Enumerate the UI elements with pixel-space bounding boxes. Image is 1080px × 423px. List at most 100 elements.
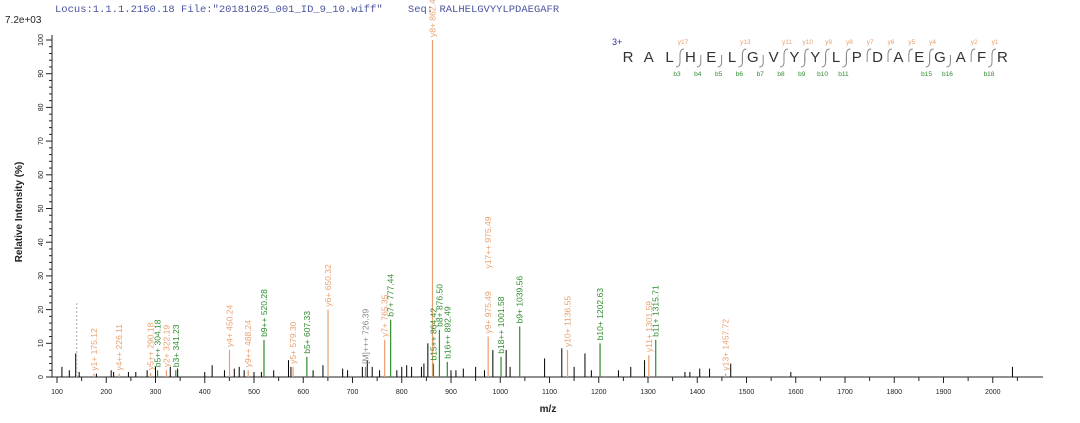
x-tick-label: 1300 xyxy=(640,389,656,396)
peak-label: y17++ 975.49 xyxy=(483,216,493,268)
x-tick-label: 1600 xyxy=(788,389,804,396)
peak-label: b5++ 304.18 xyxy=(153,319,163,367)
y-break-mark xyxy=(741,48,747,62)
peak-label: y9+ 975.49 xyxy=(483,291,493,334)
peak-label: b10+ 1202.63 xyxy=(595,288,605,341)
peak-label: b9+ 1039.56 xyxy=(515,276,525,324)
y-break-mark xyxy=(887,48,893,62)
b-ion-break-label: b4 xyxy=(694,71,702,78)
peak-label: b11+ 1315.71 xyxy=(651,285,661,337)
seq-text: RALHELGVYYLPDAEGAFR xyxy=(439,4,560,16)
x-tick-label: 800 xyxy=(396,389,408,396)
y-break-mark xyxy=(845,48,851,62)
peak-label: y5+ 579.30 xyxy=(288,321,298,364)
locus-text: Locus:1.1.1.2150.18 xyxy=(55,4,175,16)
y-ion-break-label: y6 xyxy=(888,39,895,46)
b-ion-break-label: b15 xyxy=(921,71,932,78)
b-break-mark xyxy=(717,55,723,68)
peak-label: y1+ 175.12 xyxy=(89,328,99,371)
y-tick-label: 50 xyxy=(38,205,45,213)
peak-label: b5+ 607.33 xyxy=(302,311,312,354)
x-tick-label: 1700 xyxy=(837,389,853,396)
residue: H xyxy=(685,49,696,66)
x-tick-label: 1900 xyxy=(936,389,952,396)
peak-label: y5++ 290.18 xyxy=(146,322,156,370)
y-ion-break-label: y5 xyxy=(908,39,915,46)
y-tick-label: 80 xyxy=(38,103,45,111)
residue: R xyxy=(623,49,634,66)
charge-state: 3+ xyxy=(612,37,622,47)
x-axis-label: m/z xyxy=(540,404,557,415)
peak-label: y4++ 226.11 xyxy=(114,324,124,371)
b-break-mark xyxy=(696,55,702,68)
b-break-mark xyxy=(779,55,785,68)
b-break-mark xyxy=(842,55,847,68)
y-break-mark xyxy=(908,48,913,62)
b-ion-break-label: b11 xyxy=(838,71,849,78)
y-ion-break-label: y4 xyxy=(929,39,936,46)
y-tick-label: 100 xyxy=(38,34,45,46)
b-ion-break-label: b3 xyxy=(673,71,681,78)
y-tick-label: 30 xyxy=(38,272,45,280)
y-break-mark xyxy=(970,48,976,62)
x-tick-label: 1800 xyxy=(886,389,902,396)
y-break-mark xyxy=(866,48,872,62)
peak-label: y10+ 1136.55 xyxy=(563,296,573,347)
peak-label: b9++ 520.28 xyxy=(259,289,269,337)
residue: G xyxy=(747,49,759,66)
b-ion-break-label: b9 xyxy=(798,71,806,78)
b-break-mark xyxy=(759,55,764,68)
peak-label: y11+ 1301.59 xyxy=(644,301,654,352)
x-tick-label: 1500 xyxy=(739,389,755,396)
y-ion-break-label: y1 xyxy=(992,39,999,46)
x-tick-label: 1000 xyxy=(492,389,508,396)
peak-label: [M]+++ 726.39 xyxy=(360,309,370,364)
x-tick-label: 500 xyxy=(248,389,260,396)
b-break-mark xyxy=(925,55,931,68)
b-break-mark xyxy=(821,55,827,68)
y-tick-label: 0 xyxy=(38,375,45,379)
spectrum-header: Locus:1.1.1.2150.18 File:"20181025_001_I… xyxy=(55,4,559,16)
residue: D xyxy=(872,49,883,66)
b-break-mark xyxy=(738,55,743,68)
x-tick-label: 600 xyxy=(297,389,309,396)
b-ion-break-label: b10 xyxy=(817,71,828,78)
y-ion-break-label: y2 xyxy=(971,39,978,46)
peak-label: b7+ 777.44 xyxy=(386,274,396,317)
peak-label: y8+ 862.40 xyxy=(427,0,437,37)
x-tick-label: 2000 xyxy=(985,389,1001,396)
b-ion-break-label: b8 xyxy=(777,71,785,78)
seq-label: Seq: xyxy=(407,4,434,16)
y-ion-break-label: y7 xyxy=(867,39,874,46)
y-ion-break-label: y13 xyxy=(740,39,751,46)
x-tick-label: 200 xyxy=(100,389,112,396)
residue: E xyxy=(706,49,716,66)
y-tick-label: 40 xyxy=(38,238,45,246)
residue: A xyxy=(644,49,654,66)
residue: Y xyxy=(789,49,799,66)
y-break-mark xyxy=(825,48,830,62)
b-break-mark xyxy=(987,55,993,68)
y-break-mark xyxy=(929,48,934,62)
x-tick-label: 900 xyxy=(445,389,457,396)
x-tick-label: 100 xyxy=(51,389,63,396)
y-break-mark xyxy=(991,48,997,62)
y-ion-break-label: y10 xyxy=(803,39,814,46)
residue: L xyxy=(728,49,736,66)
y-tick-label: 70 xyxy=(38,137,45,145)
y-ion-break-label: y9 xyxy=(825,39,832,46)
peak-label: y4+ 450.24 xyxy=(224,304,234,347)
x-tick-label: 1100 xyxy=(542,389,557,396)
b-break-mark xyxy=(675,55,681,68)
x-tick-label: 300 xyxy=(150,389,162,396)
y-break-mark xyxy=(783,48,789,62)
y-tick-label: 90 xyxy=(38,70,45,78)
peak-label: b15++ 864.42 xyxy=(428,308,438,361)
y-tick-label: 10 xyxy=(38,339,45,347)
residue: V xyxy=(769,49,779,66)
residue: G xyxy=(934,49,946,66)
residue: E xyxy=(914,49,924,66)
b-ion-break-label: b16 xyxy=(942,71,953,78)
y-ion-break-label: y11 xyxy=(782,39,792,46)
